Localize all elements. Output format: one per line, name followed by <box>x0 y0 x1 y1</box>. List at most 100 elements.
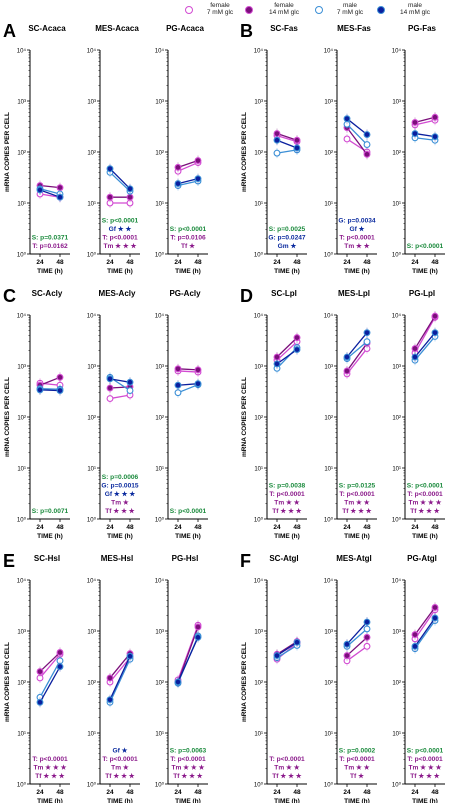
y-tick-label: 10³ <box>87 365 96 371</box>
y-tick-label: 10² <box>155 416 164 422</box>
data-point-male-14 <box>174 180 182 188</box>
x-axis-label: TIME (h) <box>344 268 370 275</box>
data-point-female-14 <box>56 648 64 656</box>
x-tick-label: 48 <box>126 259 134 266</box>
x-tick-label: 48 <box>56 524 64 531</box>
y-tick-label: 10⁰ <box>254 517 264 524</box>
y-tick-label: 10¹ <box>392 732 401 738</box>
y-tick-label: 10² <box>155 681 164 687</box>
stat-annotation: T: p<0.0001 <box>339 756 375 763</box>
y-tick-label: 10⁰ <box>392 517 402 524</box>
subplot-title: SC-Lpl <box>271 289 297 298</box>
stat-annotation: Tm ★ ★ ★ <box>408 764 442 772</box>
y-tick-label: 10³ <box>324 100 333 106</box>
x-axis-label: TIME (h) <box>175 268 201 275</box>
data-point-male-14 <box>273 652 281 660</box>
stat-annotation: T: p<0.0001 <box>407 491 443 498</box>
y-tick-label: 10³ <box>87 100 96 106</box>
y-tick-label: 10² <box>87 681 96 687</box>
x-axis-label: TIME (h) <box>344 798 370 803</box>
data-point-female-14 <box>343 652 351 660</box>
data-point-male-14 <box>56 663 64 671</box>
y-tick-label: 10⁴ <box>155 48 165 55</box>
y-tick-label: 10² <box>324 151 333 157</box>
y-tick-label: 10³ <box>155 365 164 371</box>
stat-annotation: Tm ★ ★ ★ <box>103 242 137 250</box>
data-point-male-14 <box>411 353 419 361</box>
y-tick-label: 10¹ <box>324 732 333 738</box>
x-tick-label: 24 <box>273 789 281 796</box>
series-line-female-7 <box>414 317 436 354</box>
subplot-title: PG-Atgl <box>407 554 437 563</box>
data-point-male-14 <box>36 186 44 194</box>
series-line-male-14 <box>276 139 298 149</box>
data-point-male-14 <box>293 144 301 152</box>
y-tick-label: 10¹ <box>87 202 96 208</box>
legend-line2: 7 mM glc <box>206 9 234 16</box>
x-axis-label: TIME (h) <box>412 268 438 275</box>
data-point-male-14 <box>126 185 134 193</box>
y-tick-label: 10⁴ <box>254 48 264 55</box>
stat-annotation: Tm ★ <box>111 499 130 507</box>
x-tick-label: 48 <box>293 259 301 266</box>
x-tick-label: 48 <box>431 789 439 796</box>
y-tick-label: 10³ <box>17 100 26 106</box>
legend-line1: male <box>342 2 358 9</box>
stat-annotation: Tf ★ ★ ★ <box>272 507 303 515</box>
stat-annotation: G: p=0.0247 <box>268 235 306 242</box>
y-tick-label: 10¹ <box>392 467 401 473</box>
stat-annotation: Gm ★ <box>278 242 298 250</box>
x-tick-label: 24 <box>273 524 281 531</box>
data-point-male-14 <box>293 638 301 646</box>
y-tick-label: 10⁴ <box>324 48 334 55</box>
stat-annotation: S: p=0.0125 <box>339 483 376 490</box>
x-axis-label: TIME (h) <box>344 533 370 540</box>
legend-item-male-7: male 7 mM glc <box>315 2 375 16</box>
x-tick-label: 24 <box>36 259 44 266</box>
panel-letter: F <box>240 551 251 571</box>
data-point-female-7 <box>363 642 371 650</box>
y-tick-label: 10³ <box>392 100 401 106</box>
series-line-female-14 <box>276 132 298 141</box>
y-tick-label: 10¹ <box>87 467 96 473</box>
subplot-title: MES-Hsl <box>101 554 133 563</box>
series-line-female-14 <box>414 607 436 635</box>
x-axis-label: TIME (h) <box>274 533 300 540</box>
y-tick-label: 10¹ <box>324 467 333 473</box>
stat-annotation: T: p<0.0001 <box>170 756 206 763</box>
data-point-female-14 <box>56 373 64 381</box>
x-tick-label: 24 <box>174 789 182 796</box>
data-point-female-14 <box>194 366 202 374</box>
data-point-male-14 <box>273 136 281 144</box>
x-axis-label: TIME (h) <box>37 268 63 275</box>
y-tick-label: 10⁴ <box>155 313 165 320</box>
stat-annotation: Tf ★ ★ ★ <box>105 507 136 515</box>
x-tick-label: 24 <box>411 259 419 266</box>
legend-line1: female <box>210 2 230 9</box>
stat-annotation: Tm ★ ★ ★ <box>171 764 205 772</box>
y-tick-label: 10¹ <box>254 202 263 208</box>
series-line-male-14 <box>109 168 131 190</box>
stat-annotation: T: p<0.0001 <box>339 235 375 242</box>
y-tick-label: 10⁴ <box>17 313 27 320</box>
legend-line1: female <box>274 2 294 9</box>
data-point-female-14 <box>343 367 351 375</box>
legend-item-female-7: female 7 mM glc <box>185 2 245 16</box>
data-point-male-14 <box>106 375 114 383</box>
legend-marker <box>377 6 385 14</box>
x-tick-label: 24 <box>174 524 182 531</box>
stat-annotation: Tf ★ ★ ★ <box>105 772 136 780</box>
x-axis-label: TIME (h) <box>37 533 63 540</box>
legend-item-female-14: female 14 mM glc <box>245 2 313 16</box>
stat-annotation: T: p<0.0001 <box>339 491 375 498</box>
x-tick-label: 48 <box>126 524 134 531</box>
series-line-male-7 <box>346 123 368 146</box>
x-tick-label: 48 <box>431 524 439 531</box>
y-tick-label: 10³ <box>324 630 333 636</box>
y-tick-label: 10⁴ <box>324 313 334 320</box>
x-axis-label: TIME (h) <box>175 798 201 803</box>
y-tick-label: 10¹ <box>392 202 401 208</box>
y-tick-label: 10⁰ <box>392 782 402 789</box>
stat-annotation: G: p=0.0015 <box>101 483 139 490</box>
x-tick-label: 48 <box>194 259 202 266</box>
